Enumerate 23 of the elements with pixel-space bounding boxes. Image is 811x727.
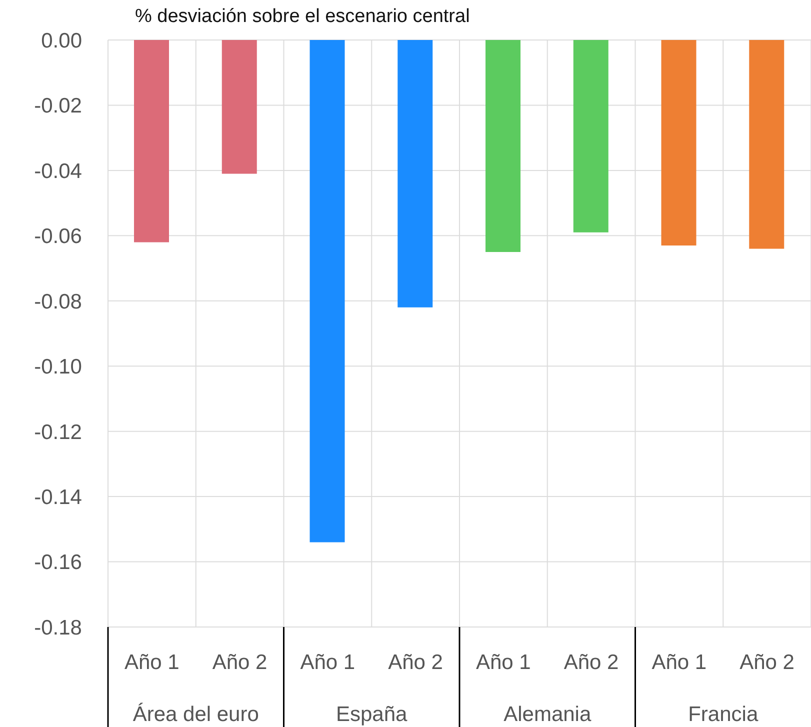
x-tick-label: Año 1 — [300, 651, 356, 674]
y-tick-label: -0.16 — [34, 551, 82, 574]
y-tick-label: -0.08 — [34, 290, 82, 314]
y-tick-label: -0.14 — [34, 486, 82, 510]
y-tick-label: -0.10 — [34, 356, 82, 379]
x-tick-label: Año 2 — [740, 651, 795, 674]
x-tick-label: Año 2 — [212, 651, 268, 674]
y-tick-label: -0.12 — [34, 420, 82, 444]
y-tick-label: -0.06 — [34, 225, 82, 248]
x-tick-label: Año 2 — [388, 651, 444, 674]
y-tick-label: -0.18 — [34, 616, 82, 640]
x-tick-label: Año 1 — [476, 651, 531, 674]
x-tick-label: Año 1 — [652, 651, 707, 674]
x-tick-label: Año 2 — [564, 651, 619, 674]
y-tick-label: -0.04 — [34, 160, 82, 183]
text: Alemania — [504, 703, 592, 726]
text: Francia — [688, 703, 758, 726]
text: Área del euro — [132, 702, 259, 726]
x-tick-label: Año 1 — [124, 651, 180, 674]
y-tick-label: 0.00 — [41, 29, 82, 52]
text: España — [336, 703, 408, 726]
chart-title: % desviación sobre el escenario central — [135, 6, 470, 28]
y-tick-label: -0.02 — [34, 94, 82, 118]
